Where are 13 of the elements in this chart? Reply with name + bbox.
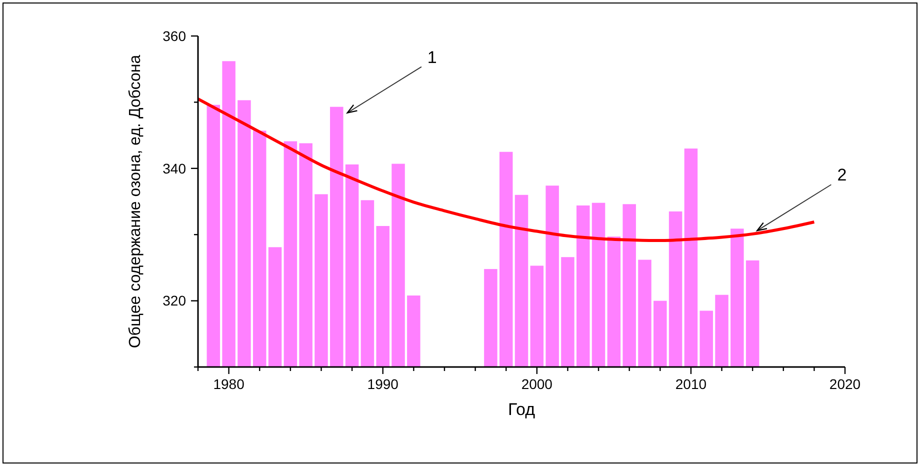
x-tick-label: 2010 xyxy=(675,376,707,392)
y-tick-label: 340 xyxy=(162,160,186,176)
x-tick-label: 2000 xyxy=(521,376,553,392)
x-tick-label: 1980 xyxy=(213,376,245,392)
y-tick-label: 320 xyxy=(162,292,186,309)
line-series xyxy=(196,97,816,242)
annotation: 2 xyxy=(837,166,847,185)
x-tick-label: 2020 xyxy=(829,376,861,392)
y-axis-title: Общее содержание озона, ед. Добсона xyxy=(127,54,144,348)
annotation: 1 xyxy=(427,48,437,67)
x-tick-label: 1990 xyxy=(367,376,399,392)
y-tick-label: 360 xyxy=(162,28,186,44)
x-axis-title: Год xyxy=(508,400,536,419)
